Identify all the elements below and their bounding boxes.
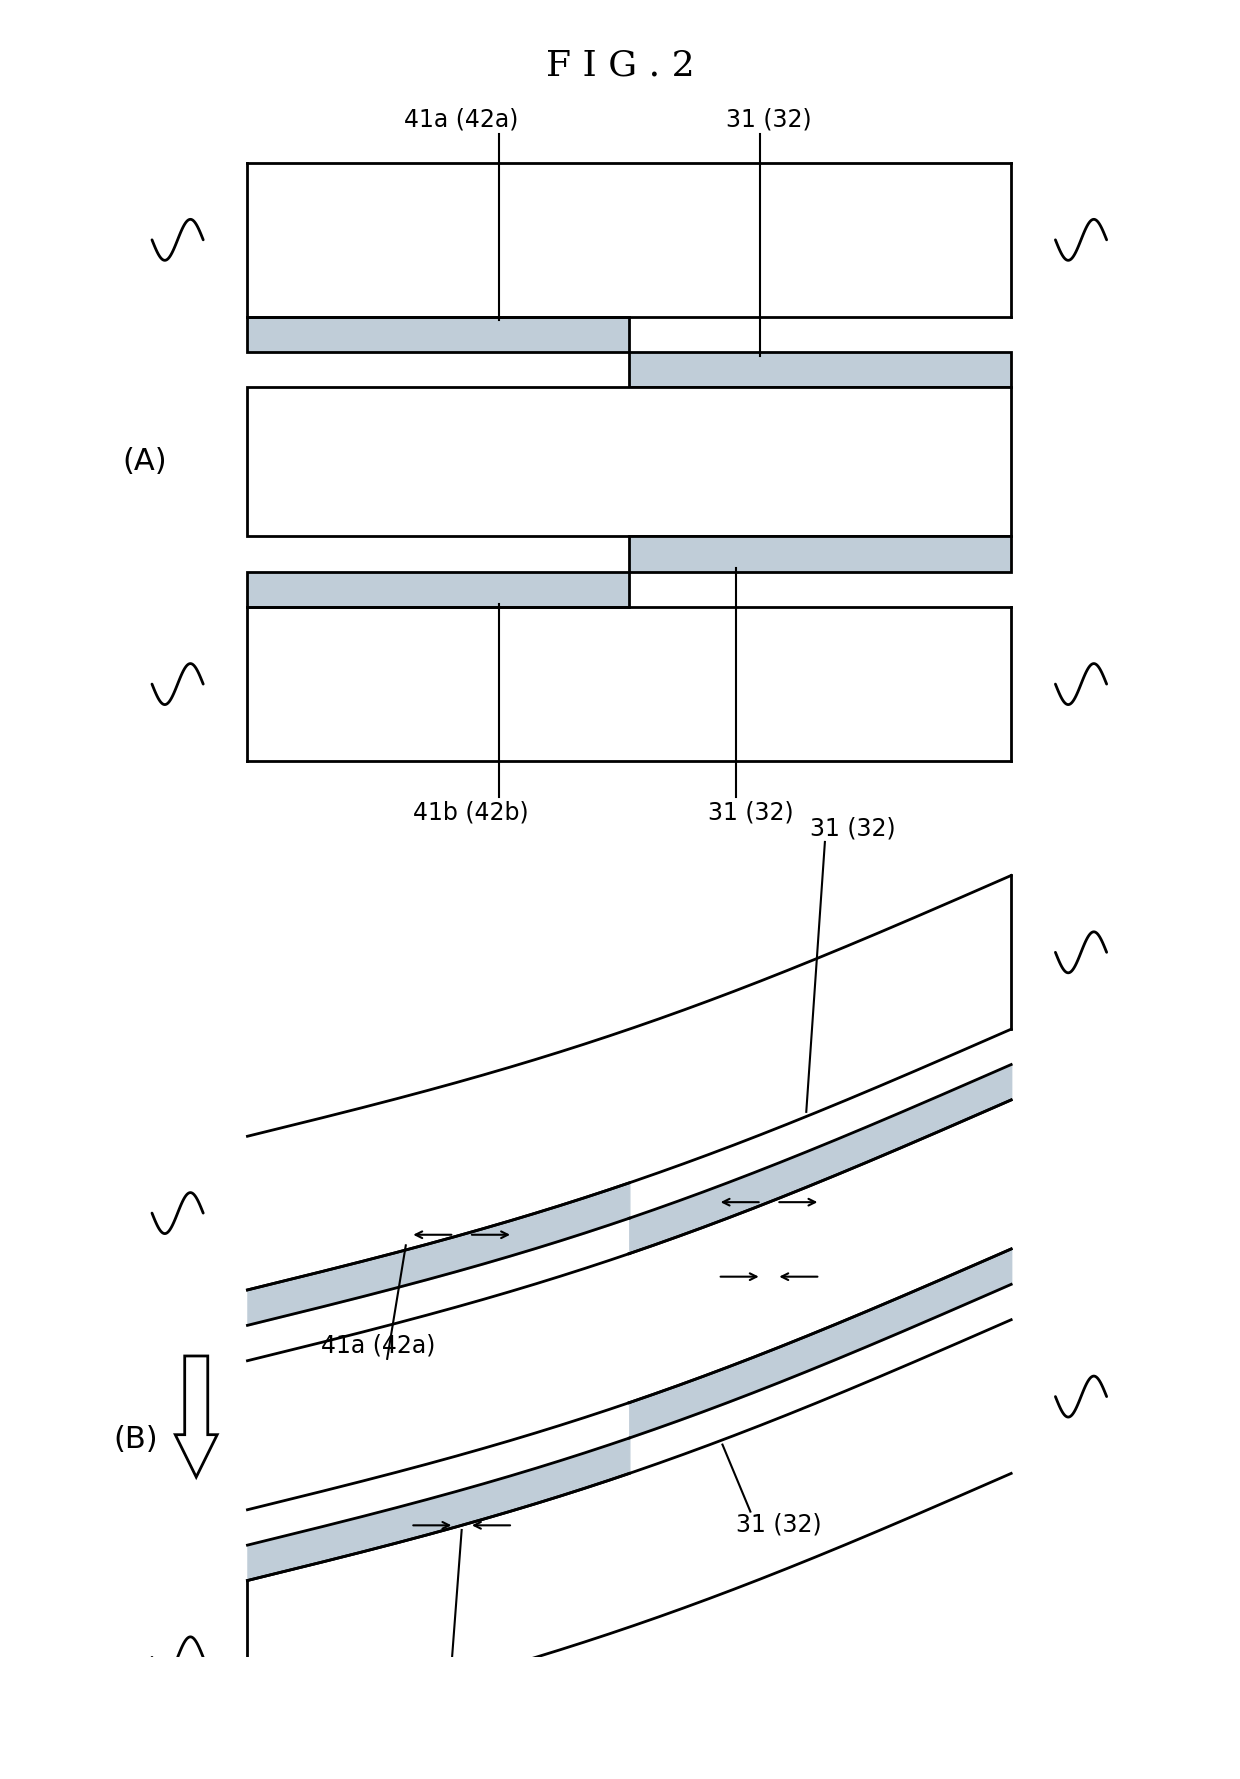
Text: 31 (32): 31 (32)	[727, 107, 812, 132]
Bar	[630, 352, 1011, 388]
Text: 31 (32): 31 (32)	[810, 817, 895, 841]
Bar	[248, 571, 630, 607]
Text: 41a (42a): 41a (42a)	[404, 107, 518, 132]
FancyArrow shape	[175, 1356, 217, 1477]
Text: F I G . 2: F I G . 2	[546, 48, 694, 82]
Bar	[248, 317, 630, 352]
Text: (B): (B)	[113, 1425, 157, 1453]
Text: 31 (32): 31 (32)	[735, 1512, 821, 1537]
Text: (A): (A)	[123, 448, 167, 477]
Bar	[248, 388, 1011, 537]
Text: 31 (32): 31 (32)	[708, 801, 794, 824]
Text: 41b (42b): 41b (42b)	[413, 801, 528, 824]
Text: 41a (42a): 41a (42a)	[321, 1334, 435, 1357]
Bar	[630, 537, 1011, 571]
